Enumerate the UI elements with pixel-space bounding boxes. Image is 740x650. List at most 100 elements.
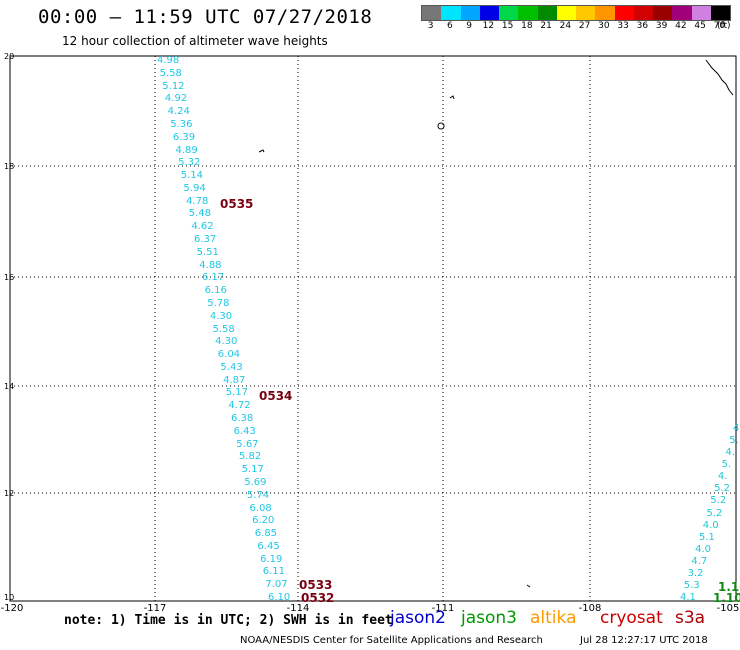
scale-swatch <box>691 6 711 20</box>
lat-label: 16 <box>4 273 15 282</box>
scale-swatch <box>460 6 480 20</box>
scale-label: 39 <box>655 21 668 31</box>
wave-height-value: 4.30 <box>215 336 238 348</box>
wave-height-value: 6.19 <box>260 553 283 565</box>
scale-swatch <box>499 6 519 20</box>
scale-label: 42 <box>675 21 687 31</box>
scale-swatch <box>614 6 634 20</box>
scale-label: 45 <box>694 21 706 31</box>
color-scale <box>421 5 731 21</box>
lat-label: 18 <box>4 162 15 171</box>
legend-satellite: altika <box>530 608 577 628</box>
pass-time-label: 0533 <box>299 578 333 592</box>
wave-height-value: 3.2 <box>687 567 704 579</box>
wave-height-value: 5.1 <box>698 531 715 543</box>
scale-label: 9 <box>466 21 472 31</box>
color-scale-labels: 3 6 9 12 15 18 21 24 27 30 33 36 39 42 45 70 <box>421 21 729 31</box>
wave-height-value: 6.10 <box>268 592 291 603</box>
wave-height-value: 4.7 <box>691 555 708 567</box>
wave-height-value: 6.16 <box>204 285 227 297</box>
scale-label: 24 <box>559 21 572 31</box>
scale-swatch <box>710 6 730 20</box>
lat-label: 12 <box>4 489 15 498</box>
scale-label: 21 <box>540 21 552 31</box>
wave-height-value: 4.87 <box>223 374 246 386</box>
lon-label: -117 <box>143 603 167 614</box>
wave-height-value: 4.1 <box>680 592 696 603</box>
wave-height-value: 6.43 <box>233 425 256 437</box>
edge-value: 1.10 <box>718 580 740 594</box>
map-subtitle: 12 hour collection of altimeter wave hei… <box>62 34 328 48</box>
legend-satellite: cryosat <box>600 608 663 628</box>
scale-swatch <box>595 6 615 20</box>
scale-swatch <box>441 6 461 20</box>
pass-time-label: 0535 <box>220 197 254 211</box>
wave-height-value: 6.20 <box>252 515 275 527</box>
scale-swatch <box>537 6 557 20</box>
scale-swatch <box>422 6 442 20</box>
wave-height-value: 5.67 <box>236 438 259 450</box>
pass-time-label: 0532 <box>301 591 335 605</box>
wave-height-value: 4.24 <box>167 106 190 118</box>
lat-label: 20 <box>4 52 15 61</box>
wave-height-value: 6.85 <box>254 528 278 540</box>
wave-height-value: 6.04 <box>217 349 241 361</box>
wave-height-value: 5.74 <box>246 489 270 501</box>
wave-height-value: 4.89 <box>175 144 198 156</box>
wave-height-value: 5.51 <box>196 246 219 258</box>
credit-line: NOAA/NESDIS Center for Satellite Applica… <box>240 635 543 646</box>
coastline <box>258 59 734 588</box>
scale-label: 18 <box>521 21 533 31</box>
wave-height-value: 4.78 <box>186 195 209 207</box>
scale-label: 15 <box>501 21 514 31</box>
scale-swatch <box>653 6 673 20</box>
wave-height-value: 5.3 <box>683 579 700 591</box>
wave-height-value: 4.0 <box>702 519 719 531</box>
wave-height-value: 5.43 <box>220 361 243 373</box>
wave-height-value: 6.37 <box>194 234 217 245</box>
wave-height-value: 6.11 <box>262 566 285 578</box>
scale-label: 33 <box>617 21 629 31</box>
wave-height-value: 5.17 <box>225 387 248 399</box>
legend-satellite: s3a <box>675 608 706 628</box>
wave-height-value: 5.94 <box>183 182 206 194</box>
legend-satellite: jason2 <box>390 608 446 628</box>
edge-value: 1.10 <box>713 591 740 605</box>
wave-height-value: 4.0 <box>695 543 712 555</box>
scale-swatch <box>479 6 499 20</box>
wave-height-value: 6.39 <box>172 131 196 143</box>
footnote: note: 1) Time is in UTC; 2) SWH is in fe… <box>64 613 393 628</box>
wave-height-value: 5.69 <box>244 476 267 488</box>
lon-label: -114 <box>286 603 310 614</box>
pass-time-label: 0534 <box>259 389 293 403</box>
wave-height-value: 5.17 <box>241 464 264 476</box>
wave-height-value: 4. <box>725 447 735 459</box>
scale-swatch <box>518 6 538 20</box>
wave-height-value: 6.45 <box>257 540 280 552</box>
scale-swatch <box>576 6 596 20</box>
generated-timestamp: Jul 28 12:27:17 UTC 2018 <box>580 635 708 646</box>
wave-height-value: 6.38 <box>231 413 254 424</box>
wave-height-value: 5. <box>721 459 732 471</box>
grid-lines <box>10 56 736 601</box>
wave-height-value: 5.36 <box>170 118 193 130</box>
wave-height-value: 5.2 <box>710 495 727 507</box>
scale-label: 30 <box>598 21 610 31</box>
wave-height-value: 4. <box>717 471 728 483</box>
scale-label: 36 <box>636 21 649 31</box>
plot-frame <box>9 55 737 602</box>
scale-swatch <box>672 6 692 20</box>
scale-label: 27 <box>578 21 591 31</box>
wave-height-value: 7.07 <box>265 579 288 591</box>
scale-swatch <box>556 6 576 20</box>
scale-label: 6 <box>447 21 453 31</box>
wave-height-value: 5.58 <box>159 67 182 79</box>
scale-label: 70 <box>713 21 726 31</box>
lon-label: -105 <box>716 603 740 614</box>
wave-height-value: 4.92 <box>164 93 188 105</box>
lat-label: 10 <box>4 593 15 602</box>
wave-height-value: 4.88 <box>199 259 222 271</box>
scale-label: 3 <box>427 21 434 31</box>
scale-swatch <box>633 6 653 20</box>
